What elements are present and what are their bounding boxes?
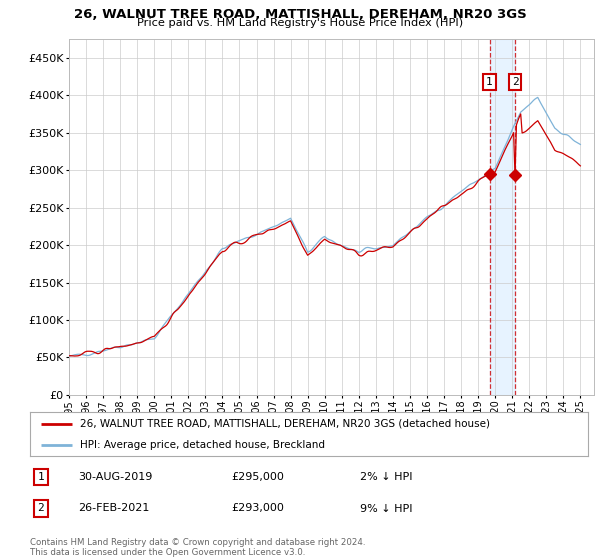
Text: 26, WALNUT TREE ROAD, MATTISHALL, DEREHAM, NR20 3GS: 26, WALNUT TREE ROAD, MATTISHALL, DEREHA…	[74, 8, 526, 21]
Text: 1: 1	[486, 77, 493, 87]
Text: 2: 2	[512, 77, 518, 87]
Text: 2: 2	[37, 503, 44, 514]
Text: 2% ↓ HPI: 2% ↓ HPI	[360, 472, 413, 482]
Text: HPI: Average price, detached house, Breckland: HPI: Average price, detached house, Brec…	[80, 440, 325, 450]
Text: Contains HM Land Registry data © Crown copyright and database right 2024.
This d: Contains HM Land Registry data © Crown c…	[30, 538, 365, 557]
Text: £295,000: £295,000	[231, 472, 284, 482]
Text: 1: 1	[37, 472, 44, 482]
Text: Price paid vs. HM Land Registry's House Price Index (HPI): Price paid vs. HM Land Registry's House …	[137, 18, 463, 29]
Text: 26, WALNUT TREE ROAD, MATTISHALL, DEREHAM, NR20 3GS (detached house): 26, WALNUT TREE ROAD, MATTISHALL, DEREHA…	[80, 419, 490, 429]
Text: 30-AUG-2019: 30-AUG-2019	[78, 472, 152, 482]
Bar	[490, 39, 515, 395]
Text: £293,000: £293,000	[231, 503, 284, 514]
Text: 9% ↓ HPI: 9% ↓ HPI	[360, 503, 413, 514]
Text: 26-FEB-2021: 26-FEB-2021	[78, 503, 149, 514]
